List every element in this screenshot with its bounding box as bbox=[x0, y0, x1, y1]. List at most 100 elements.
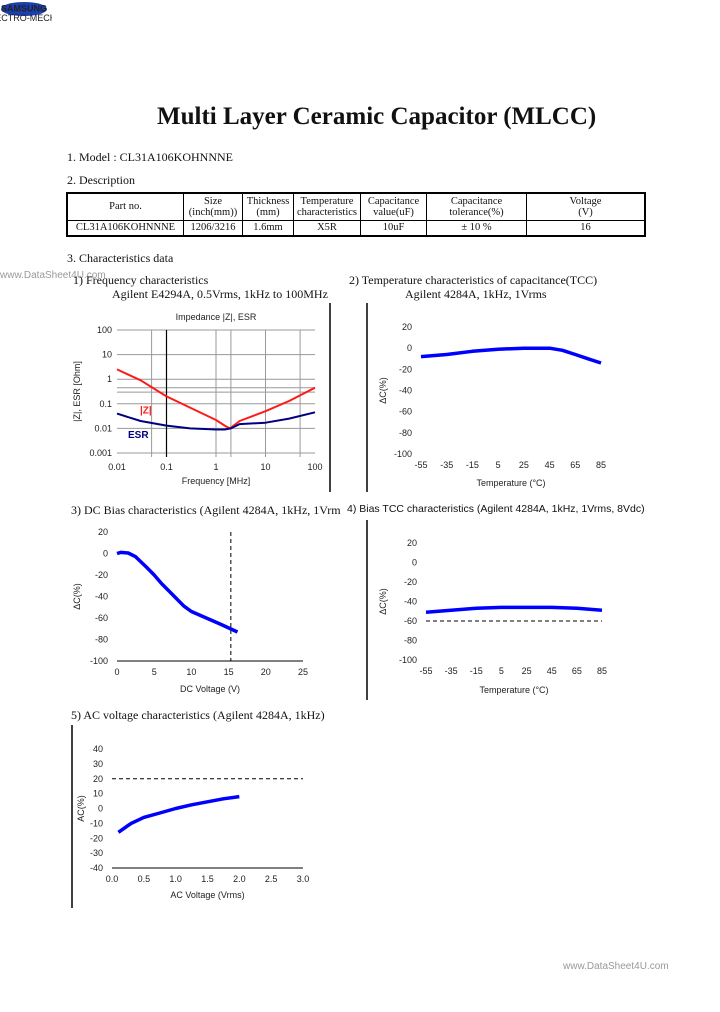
y-tick-label: 20 bbox=[407, 538, 417, 548]
y-tick-label: -30 bbox=[90, 848, 103, 858]
y-tick-label: 1 bbox=[107, 374, 112, 384]
y-tick-label: 40 bbox=[93, 744, 103, 754]
cell-temp-char: X5R bbox=[293, 219, 361, 237]
y-tick-label: -20 bbox=[90, 833, 103, 843]
series-line-capacitancechange bbox=[425, 605, 603, 614]
y-tick-label: 0.001 bbox=[89, 448, 112, 458]
series-line-capacitancechange bbox=[117, 794, 240, 834]
y-axis-label: AC(%) bbox=[76, 795, 86, 822]
x-axis-label: Frequency [MHz] bbox=[182, 476, 251, 486]
y-tick-label: 20 bbox=[402, 322, 412, 332]
x-tick-label: 65 bbox=[570, 460, 580, 470]
characteristics-heading: 3. Characteristics data bbox=[67, 251, 174, 265]
x-tick-label: 100 bbox=[307, 462, 322, 472]
section-title: 4) Bias TCC characteristics (Agilent 428… bbox=[347, 503, 645, 515]
y-tick-label: -60 bbox=[95, 613, 108, 623]
col-header: Capacitance value(uF) bbox=[360, 192, 427, 221]
y-tick-label: -20 bbox=[95, 570, 108, 580]
cell-voltage: 16 bbox=[526, 219, 646, 237]
spec-table: Part no. Size (inch(mm)) Thickness (mm) Te… bbox=[66, 192, 646, 237]
x-tick-label: 1.0 bbox=[169, 874, 182, 884]
y-axis-label: ΔC(%) bbox=[378, 377, 388, 404]
x-tick-label: 0 bbox=[114, 667, 119, 677]
x-tick-label: 1 bbox=[213, 462, 218, 472]
chart-4: 20 0 -20 -40 -60 -80 -100-55 -35 -15 5 25 45 65 85 Tem… bbox=[366, 520, 607, 700]
chart-1: 0.001 0.01 0.1 1 10 100 0.01 0.1 1 10 100 Frequency… bbox=[72, 303, 331, 492]
section-title: 3) DC Bias characteristics (Agilent 4284… bbox=[71, 503, 341, 517]
y-tick-label: 30 bbox=[93, 759, 103, 769]
y-tick-label: -10 bbox=[90, 818, 103, 828]
y-tick-label: 0.01 bbox=[94, 423, 112, 433]
y-tick-label: -40 bbox=[90, 863, 103, 873]
x-axis-label: Temperature (°C) bbox=[479, 685, 548, 695]
x-tick-label: 65 bbox=[572, 666, 582, 676]
chart-2: 20 0 -20 -40 -60 -80 -100-55 -35 -15 5 25 45 65 85 Tem… bbox=[366, 303, 606, 492]
x-tick-label: -15 bbox=[466, 460, 479, 470]
x-tick-label: 45 bbox=[547, 666, 557, 676]
x-axis-label: DC Voltage (V) bbox=[180, 684, 240, 694]
y-tick-label: -80 bbox=[399, 428, 412, 438]
x-tick-label: 15 bbox=[224, 667, 234, 677]
y-tick-label: 0 bbox=[412, 558, 417, 568]
x-tick-label: 5 bbox=[152, 667, 157, 677]
x-tick-label: -35 bbox=[445, 666, 458, 676]
y-tick-label: -20 bbox=[399, 364, 412, 374]
x-tick-label: 85 bbox=[597, 666, 607, 676]
x-tick-label: 25 bbox=[298, 667, 308, 677]
x-tick-label: 0.01 bbox=[108, 462, 126, 472]
y-tick-label: -40 bbox=[95, 592, 108, 602]
watermark: www.DataSheet4U.com bbox=[563, 961, 669, 972]
page-title: Multi Layer Ceramic Capacitor (MLCC) bbox=[157, 103, 597, 130]
cell-tolerance: ± 10 % bbox=[426, 219, 527, 237]
series-line-capacitancechange bbox=[116, 550, 239, 634]
description-heading: 2. Description bbox=[67, 173, 135, 187]
series-line-z bbox=[116, 368, 316, 430]
x-tick-label: 10 bbox=[186, 667, 196, 677]
table-row: CL31A106KOHNNNE 1206/3216 1.6mm X5R 10uF… bbox=[66, 219, 646, 237]
y-tick-label: -40 bbox=[399, 386, 412, 396]
section-title: 2) Temperature characteristics of capaci… bbox=[349, 273, 598, 287]
x-tick-label: -55 bbox=[419, 666, 432, 676]
section-subtitle: Agilent 4284A, 1kHz, 1Vrms bbox=[405, 287, 547, 301]
x-axis-label: Temperature (°C) bbox=[476, 478, 545, 488]
y-tick-label: 10 bbox=[102, 350, 112, 360]
x-tick-label: 2.5 bbox=[265, 874, 278, 884]
y-tick-label: -80 bbox=[404, 636, 417, 646]
svg-text:ELECTRO-MECHANICS: ELECTRO-MECHANICS bbox=[0, 13, 52, 23]
y-tick-label: 0 bbox=[98, 804, 103, 814]
y-tick-label: -100 bbox=[399, 655, 417, 665]
y-axis-label: |Z|, ESR [Ohm] bbox=[72, 361, 82, 422]
section-title: 1) Frequency characteristics bbox=[73, 273, 209, 287]
x-tick-label: 1.5 bbox=[201, 874, 214, 884]
y-tick-label: -100 bbox=[394, 449, 412, 459]
y-axis-label: ΔC(%) bbox=[378, 588, 388, 615]
y-tick-label: 0 bbox=[407, 343, 412, 353]
x-tick-label: 85 bbox=[596, 460, 606, 470]
x-tick-label: 0.0 bbox=[106, 874, 119, 884]
legend-label: ESR bbox=[128, 430, 149, 441]
series-line-capacitancechange bbox=[420, 346, 602, 365]
watermark: www.DataSheet4U.com bbox=[0, 270, 106, 281]
svg-text:SAMSUNG: SAMSUNG bbox=[1, 4, 47, 14]
y-tick-label: 100 bbox=[97, 325, 112, 335]
y-tick-label: 20 bbox=[93, 774, 103, 784]
x-tick-label: -55 bbox=[414, 460, 427, 470]
y-tick-label: 0 bbox=[103, 549, 108, 559]
x-tick-label: 0.5 bbox=[138, 874, 151, 884]
samsung-logo: SAMSUNG ELECTRO-MECHANICS bbox=[0, 2, 84, 23]
y-tick-label: -20 bbox=[404, 577, 417, 587]
x-tick-label: 5 bbox=[496, 460, 501, 470]
x-tick-label: -35 bbox=[440, 460, 453, 470]
legend-label: |Z| bbox=[140, 406, 152, 417]
x-tick-label: 0.1 bbox=[160, 462, 173, 472]
chart-5: 40 30 20 10 0 -10 -20 -30 -400.0 0.5 1.0 1.5 2.0 2.5 3… bbox=[71, 725, 310, 908]
y-tick-label: 20 bbox=[98, 527, 108, 537]
cell-capacitance: 10uF bbox=[360, 219, 427, 237]
y-tick-label: 0.1 bbox=[99, 399, 112, 409]
x-tick-label: 3.0 bbox=[297, 874, 310, 884]
x-tick-label: 2.0 bbox=[233, 874, 246, 884]
y-tick-label: -60 bbox=[404, 616, 417, 626]
col-header: Thickness (mm) bbox=[242, 192, 294, 221]
